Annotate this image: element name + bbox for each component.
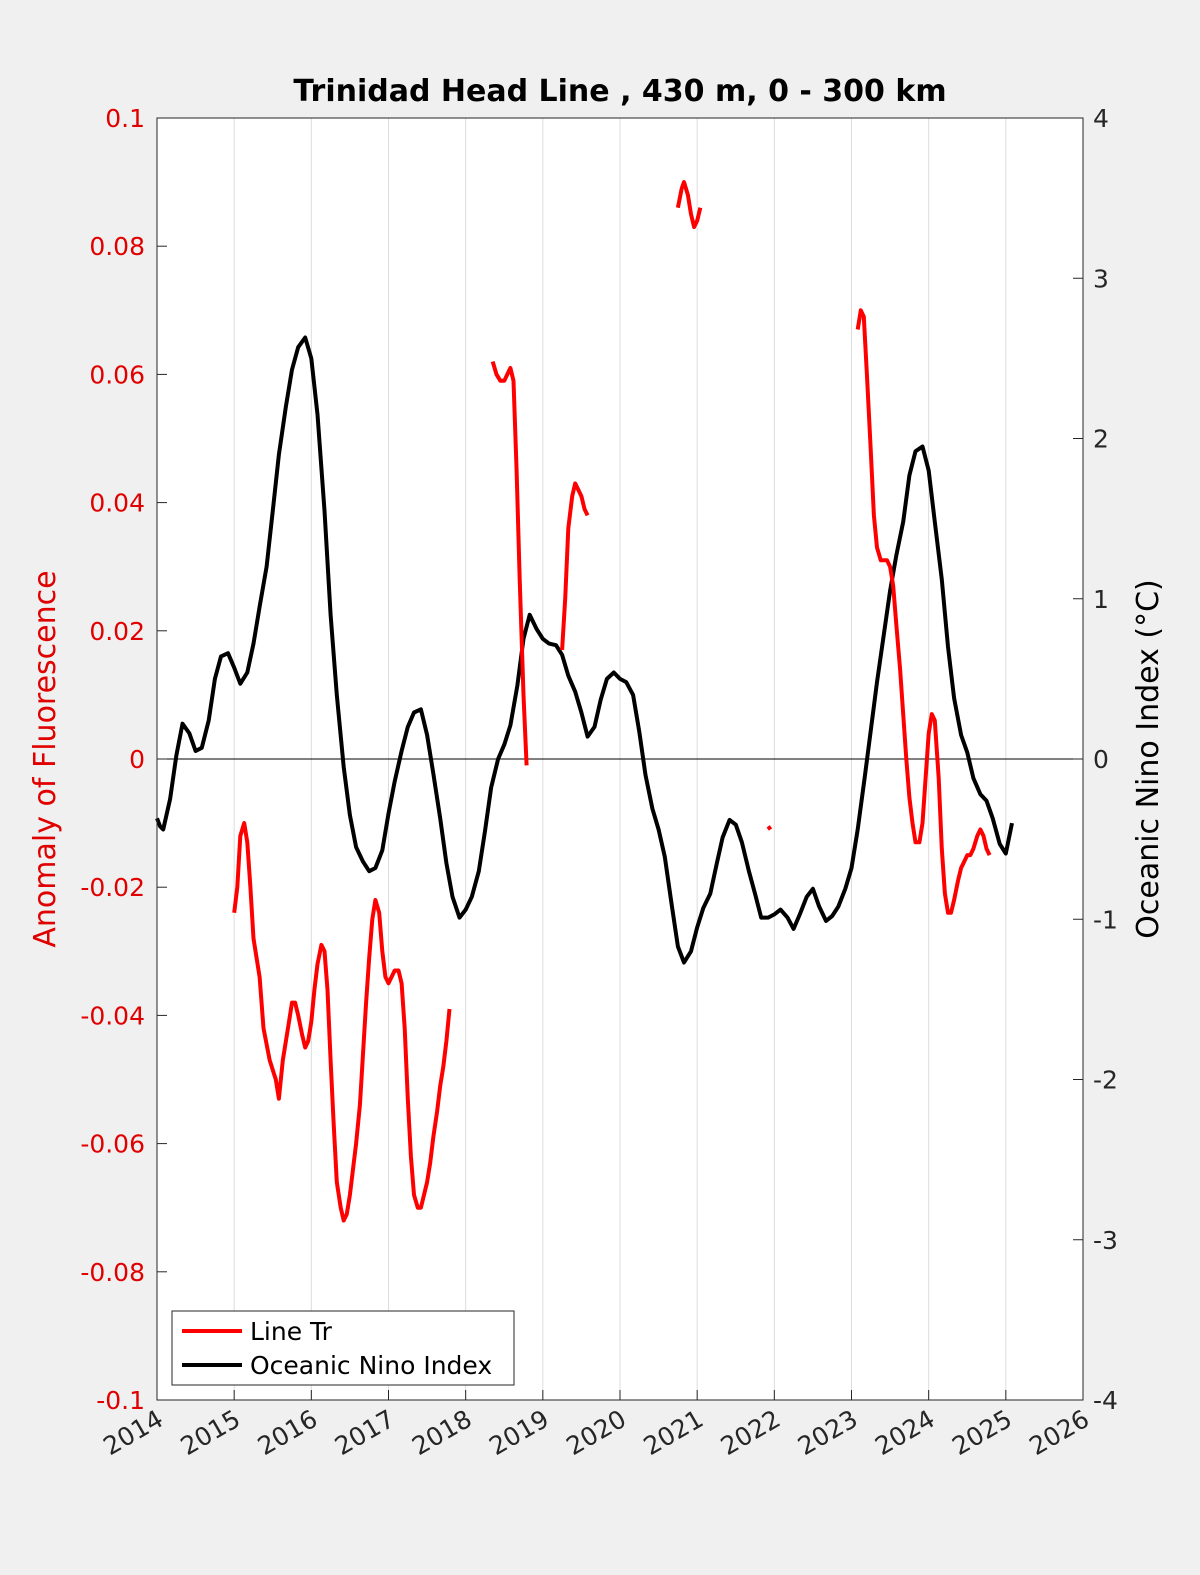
series-line-tr-segment-1 (490, 361, 529, 766)
y-left-tick-label-2: 0.06 (89, 360, 145, 389)
y-right-tick-label-7: -3 (1093, 1226, 1118, 1255)
series-oni-segment-0 (155, 335, 1014, 965)
y-left-tick-label-5: 0 (129, 745, 145, 774)
legend: Line Tr Oceanic Nino Index (171, 1310, 515, 1386)
series-line-tr-segment-5 (855, 308, 992, 915)
y-left-tick-label-8: -0.06 (80, 1130, 145, 1159)
series-line-tr-segment-2 (560, 481, 590, 651)
y-left-tick-label-7: -0.04 (80, 1001, 145, 1030)
y-left-tick-label-4: 0.02 (89, 617, 145, 646)
y-right-tick-label-5: -1 (1093, 905, 1118, 934)
series-line-tr-segment-4 (766, 825, 773, 831)
y-right-tick-label-0: 4 (1093, 104, 1109, 133)
y-right-tick-label-6: -2 (1093, 1066, 1118, 1095)
y-left-tick-label-1: 0.08 (89, 232, 145, 261)
y-left-tick-label-9: -0.08 (80, 1258, 145, 1287)
y-axis-left-label: Anomaly of Fluorescence (28, 570, 63, 947)
series-layer (155, 180, 1014, 1223)
y-right-tick-label-1: 3 (1093, 264, 1109, 293)
y-right-tick-label-3: 1 (1093, 585, 1109, 614)
legend-label-line-tr: Line Tr (250, 1317, 333, 1346)
legend-label-oni: Oceanic Nino Index (250, 1351, 492, 1380)
y-left-tick-label-6: -0.02 (80, 873, 145, 902)
y-axis-left: 0.1 0.08 0.06 0.04 0.02 0 -0.02 -0.04 -0.06 -0.08… (80, 104, 167, 1415)
y-right-tick-label-8: -4 (1093, 1386, 1118, 1415)
y-axis-right: 4 3 2 1 0 -1 -2 -3 -4 (1073, 104, 1118, 1415)
chart-title: Trinidad Head Line , 430 m, 0 - 300 km (293, 74, 946, 109)
y-axis-right-label: Oceanic Nino Index (°C) (1131, 579, 1166, 939)
y-left-tick-label-10: -0.1 (96, 1386, 145, 1415)
series-line-tr-segment-0 (232, 821, 452, 1223)
series-line-tr-segment-3 (675, 180, 703, 229)
y-right-tick-label-4: 0 (1093, 745, 1109, 774)
legend-box (171, 1310, 515, 1386)
y-left-tick-label-3: 0.04 (89, 489, 145, 518)
y-right-tick-label-2: 2 (1093, 425, 1109, 454)
y-left-tick-label-0: 0.1 (105, 104, 145, 133)
